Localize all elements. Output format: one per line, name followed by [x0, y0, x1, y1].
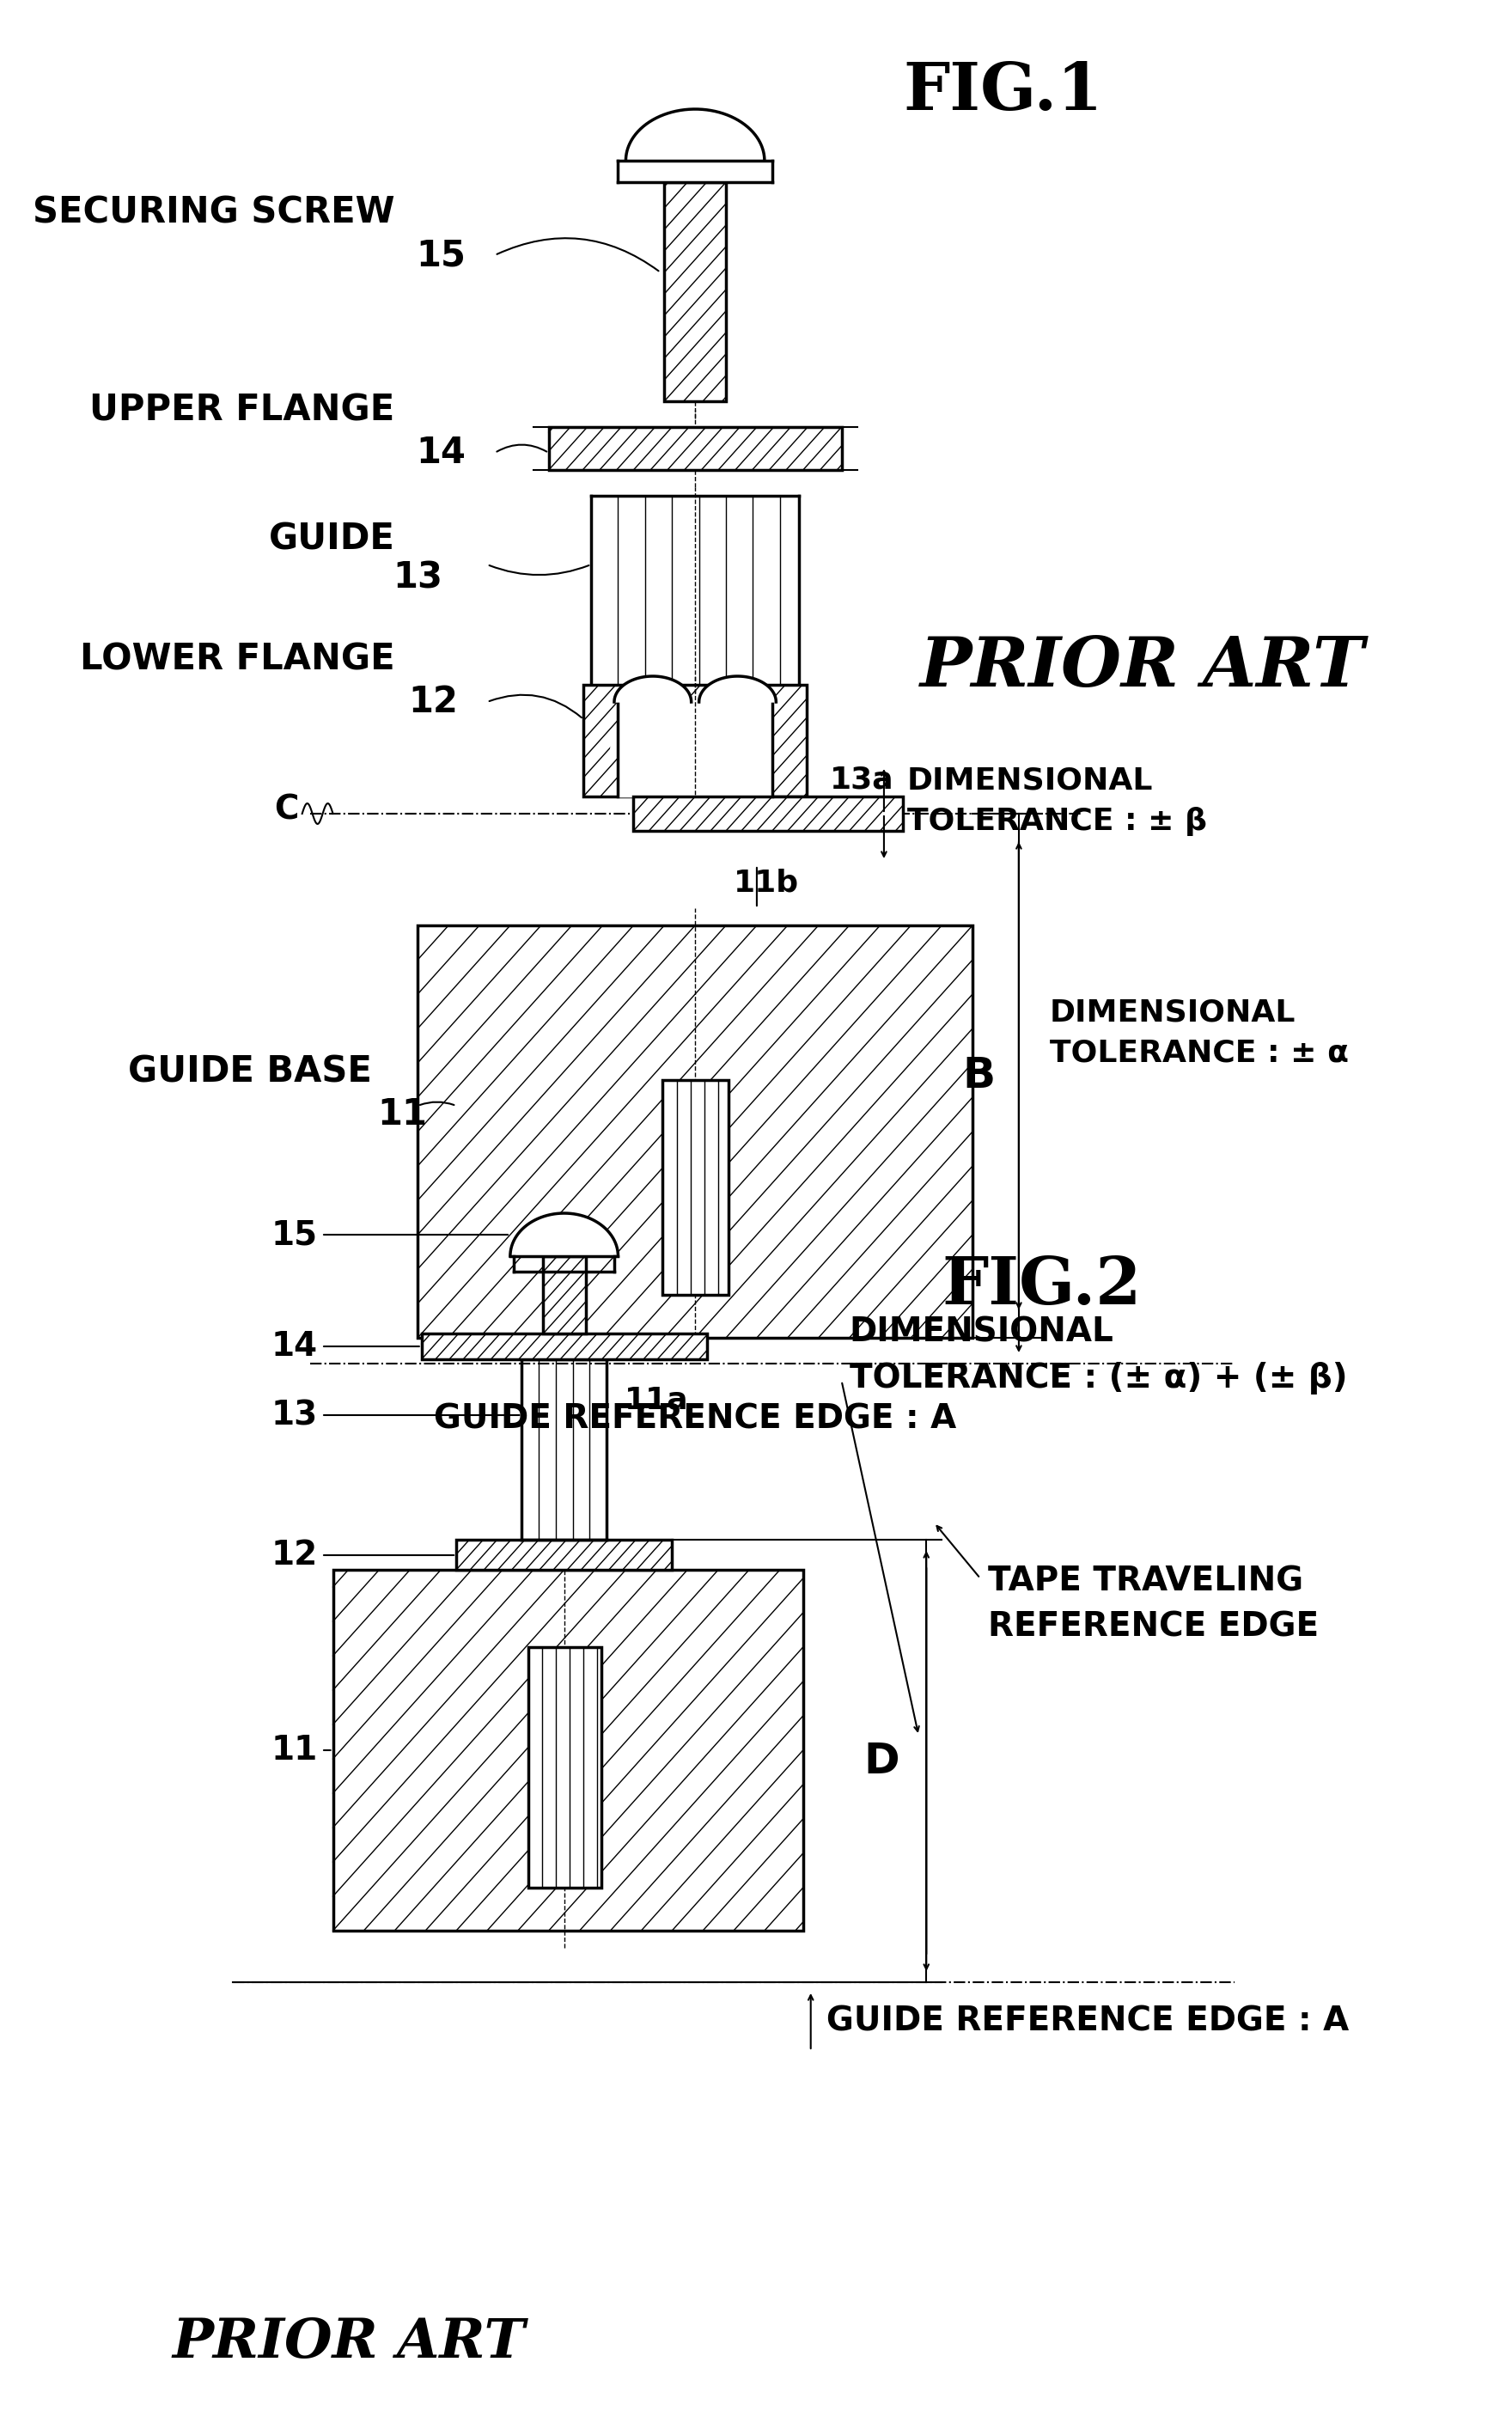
Text: DIMENSIONAL
TOLERANCE : ± β: DIMENSIONAL TOLERANCE : ± β	[907, 765, 1207, 836]
Bar	[634, 797, 903, 831]
Polygon shape	[611, 707, 696, 753]
Text: DIMENSIONAL
TOLERANCE : ± α: DIMENSIONAL TOLERANCE : ± α	[1049, 998, 1349, 1069]
Bar	[584, 685, 807, 797]
Bar	[457, 1540, 671, 1569]
Text: UPPER FLANGE: UPPER FLANGE	[89, 391, 395, 428]
Polygon shape	[614, 675, 691, 702]
Text: 11b: 11b	[733, 867, 798, 896]
Polygon shape	[618, 702, 773, 797]
Text: C: C	[274, 792, 298, 826]
Text: 12: 12	[408, 685, 458, 719]
Text: 15: 15	[416, 238, 466, 272]
Text: 13a: 13a	[830, 765, 894, 794]
Bar	[333, 1569, 803, 1931]
Bar	[662, 1081, 729, 1295]
Text: 13: 13	[393, 559, 443, 595]
Text: 14: 14	[416, 435, 466, 471]
Text: D: D	[863, 1742, 900, 1783]
Polygon shape	[618, 741, 773, 797]
Text: 14: 14	[271, 1331, 318, 1363]
Text: DIMENSIONAL
TOLERANCE : (± α) + (± β): DIMENSIONAL TOLERANCE : (± α) + (± β)	[850, 1317, 1347, 1394]
Text: PRIOR ART: PRIOR ART	[919, 634, 1364, 702]
Text: 11a: 11a	[624, 1385, 688, 1414]
Text: SECURING SCREW: SECURING SCREW	[32, 194, 395, 231]
Text: 11: 11	[378, 1095, 428, 1132]
Bar	[417, 925, 972, 1338]
Text: PRIOR ART: PRIOR ART	[172, 2317, 525, 2371]
Polygon shape	[522, 1360, 606, 1540]
Text: 13: 13	[271, 1399, 318, 1431]
Bar	[549, 428, 842, 469]
Text: GUIDE REFERENCE EDGE : A: GUIDE REFERENCE EDGE : A	[826, 2004, 1349, 2038]
Text: GUIDE: GUIDE	[269, 520, 395, 556]
Polygon shape	[510, 1212, 618, 1256]
Text: LOWER FLANGE: LOWER FLANGE	[80, 641, 395, 678]
Text: FIG.2: FIG.2	[942, 1253, 1142, 1319]
Text: GUIDE BASE: GUIDE BASE	[127, 1054, 372, 1091]
Polygon shape	[591, 496, 800, 685]
Polygon shape	[618, 160, 773, 182]
Text: B: B	[963, 1054, 996, 1095]
Bar	[664, 182, 726, 401]
Polygon shape	[699, 675, 776, 702]
Text: 15: 15	[271, 1219, 318, 1251]
Text: TAPE TRAVELING
REFERENCE EDGE: TAPE TRAVELING REFERENCE EDGE	[987, 1564, 1318, 1644]
Bar	[543, 1256, 585, 1334]
Text: 12: 12	[271, 1540, 318, 1572]
Text: 11: 11	[271, 1734, 318, 1766]
Text: FIG.1: FIG.1	[904, 61, 1104, 124]
Bar	[528, 1647, 602, 1887]
Polygon shape	[626, 109, 765, 160]
Text: GUIDE REFERENCE EDGE : A: GUIDE REFERENCE EDGE : A	[434, 1402, 957, 1436]
Bar	[422, 1334, 706, 1360]
